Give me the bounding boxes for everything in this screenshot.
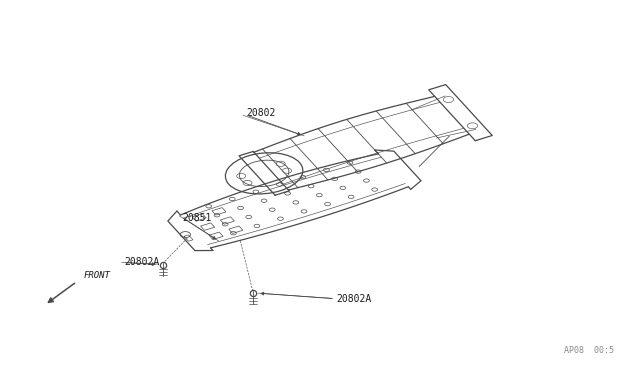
Text: 20802: 20802 [246, 109, 276, 118]
Text: AP08  00:5: AP08 00:5 [564, 346, 614, 355]
Bar [192, 214, 206, 221]
Bar [212, 208, 226, 215]
Text: 20802A: 20802A [336, 295, 371, 304]
Text: FRONT: FRONT [83, 271, 110, 280]
Text: 20802A: 20802A [125, 257, 160, 267]
Bar [220, 217, 234, 224]
Bar [228, 226, 243, 233]
Text: 20851: 20851 [182, 213, 212, 222]
Bar [200, 223, 214, 230]
Bar [209, 232, 223, 240]
